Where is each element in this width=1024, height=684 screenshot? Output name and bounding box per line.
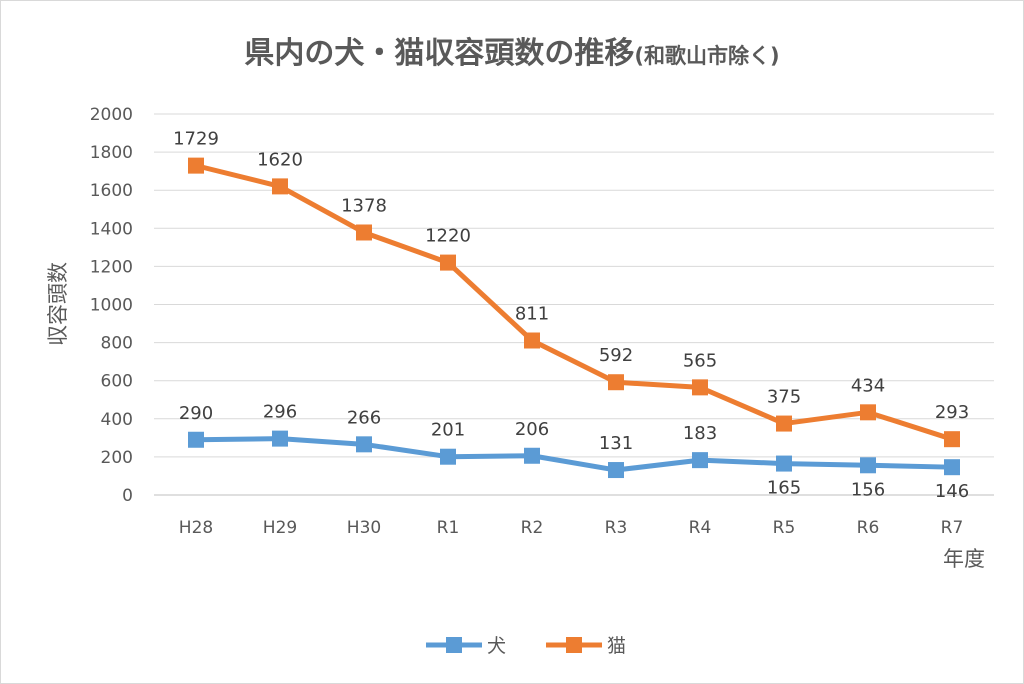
data-point-marker: [776, 455, 792, 472]
data-point-marker: [524, 447, 540, 464]
data-label: 296: [263, 402, 297, 423]
x-tick-label: R6: [857, 518, 880, 538]
y-tick-label: 1600: [90, 181, 133, 201]
legend-label: 犬: [487, 635, 506, 657]
y-axis-ticks: 0 200 400 600 800 1000 1200 1400 1600 1800 2000: [90, 105, 133, 506]
y-tick-label: 0: [122, 486, 133, 506]
data-label: 375: [767, 387, 801, 408]
y-tick-label: 1200: [90, 257, 133, 277]
y-tick-label: 800: [101, 334, 133, 354]
data-label: 565: [683, 350, 717, 371]
y-tick-label: 2000: [90, 105, 133, 125]
x-tick-label: R2: [521, 518, 544, 538]
y-tick-label: 600: [101, 372, 133, 392]
data-labels: 290 296 266 201 206 131 183 165 156 146 1729 1620 13…: [173, 129, 969, 503]
data-point-marker: [272, 178, 288, 195]
y-tick-label: 1000: [90, 296, 133, 316]
series-line: [193, 163, 955, 442]
data-point-marker: [860, 404, 876, 421]
legend-marker: [566, 637, 582, 653]
chart-title-main: 県内の犬・猫収容頭数の推移: [244, 36, 634, 71]
chart-subtitle: (和歌山市除く): [634, 44, 779, 68]
data-label: 1729: [173, 129, 219, 150]
series-line: [193, 436, 955, 473]
x-tick-label: R4: [689, 518, 712, 538]
data-point-marker: [944, 431, 960, 448]
data-label: 206: [515, 419, 549, 440]
x-tick-label: R3: [605, 518, 628, 538]
y-axis-title: 収容頭数: [46, 262, 70, 346]
data-point-marker: [272, 430, 288, 447]
data-label: 293: [935, 402, 969, 423]
data-point-marker: [188, 157, 204, 174]
data-label: 201: [431, 420, 465, 441]
series-layer: [188, 157, 960, 479]
data-point-marker: [944, 459, 960, 476]
data-label: 156: [851, 479, 885, 500]
data-point-marker: [524, 332, 540, 349]
y-tick-label: 1800: [90, 143, 133, 163]
chart-title: 県内の犬・猫収容頭数の推移(和歌山市除く): [244, 36, 779, 71]
x-tick-label: R5: [773, 518, 796, 538]
data-point-marker: [692, 452, 708, 469]
x-tick-label: H28: [179, 518, 213, 538]
data-point-marker: [440, 254, 456, 271]
y-tick-label: 1400: [90, 219, 133, 239]
data-point-marker: [776, 415, 792, 432]
data-point-marker: [608, 374, 624, 391]
data-label: 1220: [425, 226, 471, 247]
x-axis-ticks: H28 H29 H30 R1 R2 R3 R4 R5 R6 R7: [179, 518, 964, 538]
legend: 犬猫: [426, 635, 626, 657]
data-label: 165: [767, 478, 801, 499]
y-tick-label: 200: [101, 448, 133, 468]
legend-label: 猫: [607, 635, 626, 657]
x-tick-label: R7: [941, 518, 964, 538]
data-point-marker: [608, 462, 624, 479]
data-point-marker: [356, 224, 372, 241]
data-label: 266: [347, 407, 381, 428]
data-point-marker: [692, 379, 708, 396]
data-label: 1378: [341, 195, 387, 216]
y-tick-label: 400: [101, 410, 133, 430]
data-label: 1620: [257, 149, 303, 170]
data-label: 131: [599, 433, 633, 454]
gridlines: [154, 113, 994, 496]
data-label: 811: [515, 304, 549, 325]
x-tick-label: R1: [437, 518, 460, 538]
x-tick-label: H30: [347, 518, 381, 538]
x-tick-label: H29: [263, 518, 297, 538]
x-axis-title: 年度: [943, 547, 985, 571]
data-label: 146: [935, 481, 969, 502]
data-point-marker: [188, 431, 204, 448]
data-point-marker: [356, 436, 372, 453]
data-label: 183: [683, 423, 717, 444]
data-point-marker: [860, 457, 876, 474]
legend-marker: [446, 637, 462, 653]
data-label: 592: [599, 345, 633, 366]
data-label: 290: [179, 403, 213, 424]
data-label: 434: [851, 375, 885, 396]
data-point-marker: [440, 448, 456, 465]
